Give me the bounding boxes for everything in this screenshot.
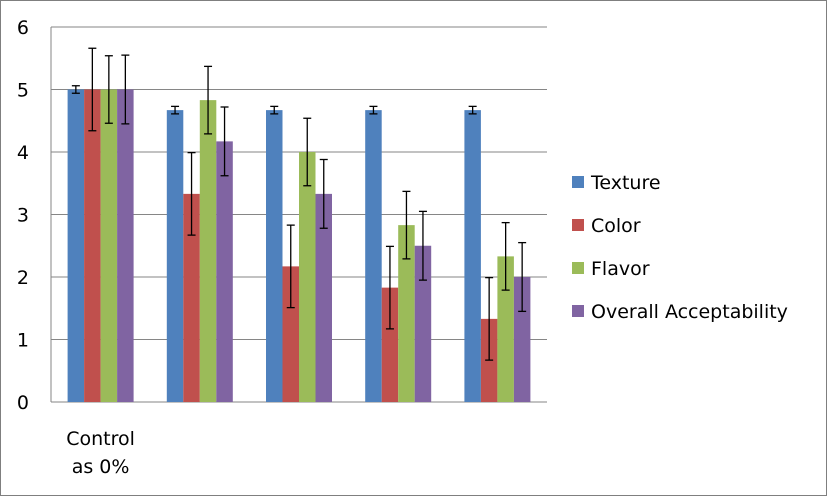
bar-color <box>183 193 200 402</box>
bar-overall-acceptability <box>414 245 432 402</box>
bar-overall-acceptability <box>315 193 332 402</box>
bar-color <box>282 266 299 402</box>
error-bar <box>286 224 295 309</box>
y-tick-label: 0 <box>17 392 29 414</box>
bar-color <box>84 89 101 402</box>
bar-flavor <box>100 89 118 402</box>
legend-label: Flavor <box>591 258 650 280</box>
legend-swatch <box>572 219 584 231</box>
y-tick-label: 5 <box>17 80 29 102</box>
error-bar <box>121 54 130 125</box>
legend-swatch <box>572 176 584 188</box>
error-bar <box>369 105 378 115</box>
x-axis-ticks: Control as 0% <box>66 428 135 478</box>
bar-texture <box>365 110 382 402</box>
bar-flavor <box>497 256 514 402</box>
bar-flavor <box>199 100 217 402</box>
error-bar <box>402 190 411 260</box>
error-bar <box>418 210 427 281</box>
error-bar <box>270 105 279 115</box>
bar-flavor <box>398 225 415 402</box>
y-tick-label: 3 <box>17 205 29 227</box>
legend-item-flavor: Flavor <box>572 258 650 280</box>
bar-overall-acceptability <box>216 141 233 402</box>
bar-texture <box>166 110 184 402</box>
error-bar <box>220 106 229 177</box>
error-bar <box>485 276 494 361</box>
y-tick-label: 1 <box>17 330 29 352</box>
y-tick-label: 4 <box>17 142 29 164</box>
x-tick-label: Control as 0% <box>66 428 135 478</box>
y-axis-ticks: 0 1 2 3 4 5 6 <box>17 17 29 414</box>
legend-label: Color <box>591 215 641 237</box>
error-bar <box>204 65 213 135</box>
bars <box>67 89 531 402</box>
bar-overall-acceptability <box>513 277 531 402</box>
error-bar <box>71 85 80 94</box>
bar-overall-acceptability <box>117 89 134 402</box>
error-bar <box>319 158 328 229</box>
legend-item-texture: Texture <box>572 172 661 194</box>
bar-flavor <box>299 152 316 402</box>
error-bar <box>501 221 510 291</box>
bar-texture <box>266 110 283 402</box>
error-bar <box>518 241 527 313</box>
error-bar <box>104 55 113 124</box>
error-bar <box>88 47 97 132</box>
legend-swatch <box>572 262 584 274</box>
error-bar <box>187 151 196 236</box>
bar-color <box>381 287 399 402</box>
legend-label: Texture <box>590 172 661 194</box>
legend-item-overall-acceptability: Overall Acceptability <box>572 301 788 323</box>
error-bar <box>468 105 477 115</box>
legend-item-color: Color <box>572 215 641 237</box>
gridlines <box>50 26 547 403</box>
legend: Texture Color Flavor Overall Acceptability <box>572 172 788 323</box>
bar-texture <box>464 110 481 402</box>
y-tick-label: 6 <box>17 17 29 39</box>
legend-swatch <box>572 305 584 317</box>
bar-texture <box>67 89 85 402</box>
error-bar <box>385 245 394 330</box>
error-bar <box>303 117 312 187</box>
y-tick-label: 2 <box>17 267 29 289</box>
error-bar <box>171 105 180 115</box>
error-bars <box>71 47 527 361</box>
legend-label: Overall Acceptability <box>591 301 788 323</box>
